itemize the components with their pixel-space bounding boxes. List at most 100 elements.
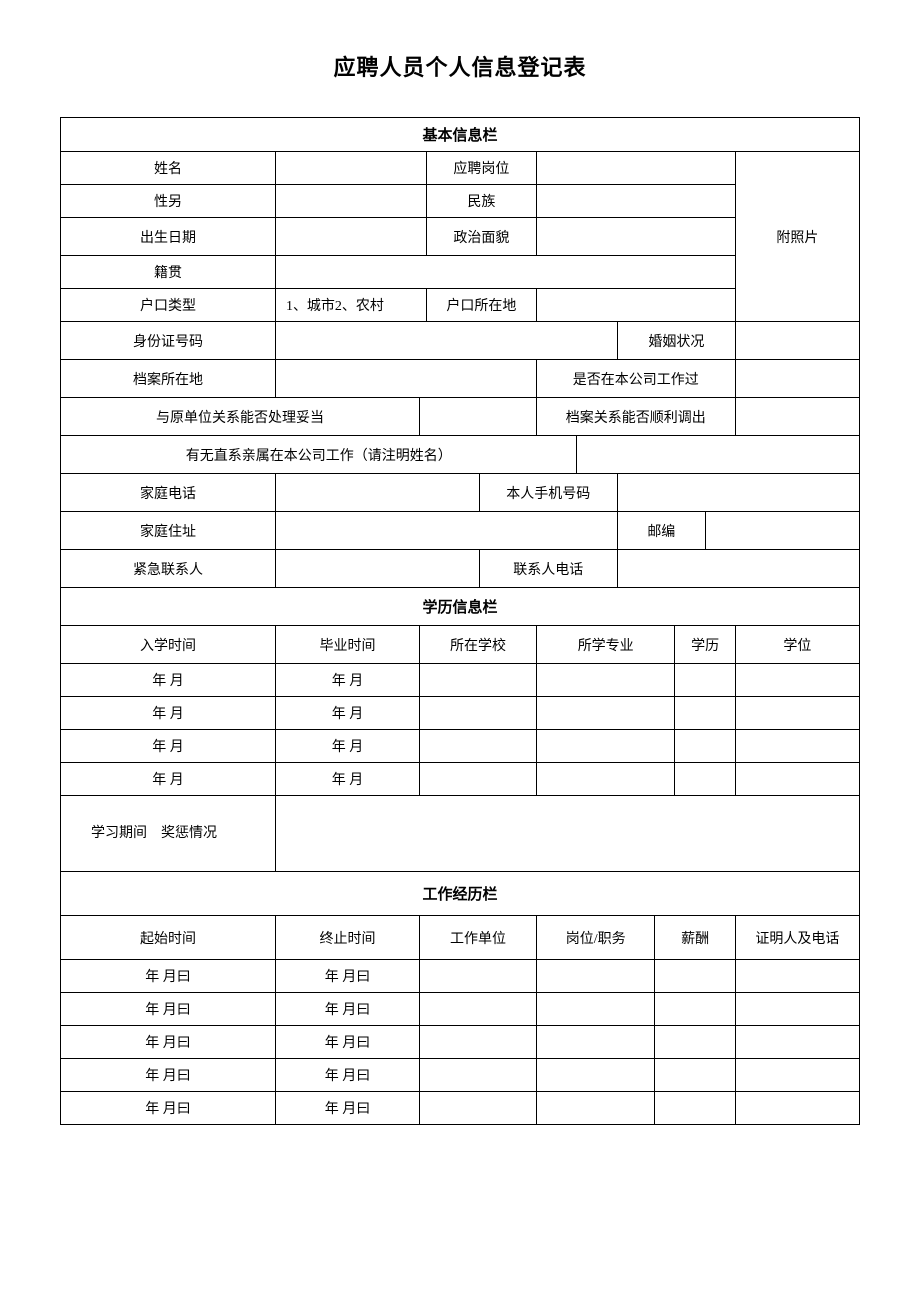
work-row: 年 月曰 年 月曰 <box>61 1059 860 1092</box>
label-emergency: 紧急联系人 <box>61 550 276 588</box>
edu-major <box>536 763 675 796</box>
work-salary <box>655 1026 735 1059</box>
work-reference <box>735 993 859 1026</box>
value-birth <box>275 218 426 256</box>
label-marital: 婚姻状况 <box>618 322 736 360</box>
section-education-header: 学历信息栏 <box>61 588 860 626</box>
work-salary <box>655 960 735 993</box>
work-end: 年 月曰 <box>275 960 419 993</box>
work-end: 年 月曰 <box>275 1059 419 1092</box>
value-gender <box>275 185 426 218</box>
work-start: 年 月曰 <box>61 1026 276 1059</box>
work-unit <box>420 993 537 1026</box>
value-study-rewards <box>275 796 859 872</box>
work-end: 年 月曰 <box>275 993 419 1026</box>
work-row: 年 月曰 年 月曰 <box>61 960 860 993</box>
label-name: 姓名 <box>61 152 276 185</box>
col-school: 所在学校 <box>420 626 537 664</box>
edu-level <box>675 763 735 796</box>
value-emergency <box>275 550 479 588</box>
value-worked-here <box>735 360 859 398</box>
col-reference: 证明人及电话 <box>735 916 859 960</box>
work-salary <box>655 993 735 1026</box>
work-reference <box>735 1092 859 1125</box>
work-unit <box>420 1059 537 1092</box>
value-hukou-options: 1、城市2、农村 <box>275 289 426 322</box>
col-salary: 薪酬 <box>655 916 735 960</box>
label-birth: 出生日期 <box>61 218 276 256</box>
work-start: 年 月曰 <box>61 1059 276 1092</box>
col-edu-level: 学历 <box>675 626 735 664</box>
work-row: 年 月曰 年 月曰 <box>61 993 860 1026</box>
edu-school <box>420 664 537 697</box>
value-home-addr <box>275 512 617 550</box>
value-archive-loc <box>275 360 536 398</box>
col-degree: 学位 <box>735 626 859 664</box>
work-end: 年 月曰 <box>275 1026 419 1059</box>
label-archive-loc: 档案所在地 <box>61 360 276 398</box>
col-end-time: 终止时间 <box>275 916 419 960</box>
edu-degree <box>735 697 859 730</box>
label-politics: 政治面貌 <box>426 218 536 256</box>
work-title <box>536 960 655 993</box>
edu-level <box>675 664 735 697</box>
edu-enroll: 年 月 <box>61 697 276 730</box>
work-title <box>536 1059 655 1092</box>
work-unit <box>420 1026 537 1059</box>
value-native-place <box>275 256 735 289</box>
work-unit <box>420 1092 537 1125</box>
col-job-title: 岗位/职务 <box>536 916 655 960</box>
value-home-phone <box>275 474 479 512</box>
work-salary <box>655 1092 735 1125</box>
page-title: 应聘人员个人信息登记表 <box>60 50 860 82</box>
label-native-place: 籍贯 <box>61 256 276 289</box>
col-work-unit: 工作单位 <box>420 916 537 960</box>
value-ethnicity <box>536 185 735 218</box>
edu-grad: 年 月 <box>275 730 419 763</box>
work-reference <box>735 1026 859 1059</box>
work-row: 年 月曰 年 月曰 <box>61 1092 860 1125</box>
col-grad-time: 毕业时间 <box>275 626 419 664</box>
col-major: 所学专业 <box>536 626 675 664</box>
label-id-number: 身份证号码 <box>61 322 276 360</box>
edu-row: 年 月 年 月 <box>61 730 860 763</box>
work-title <box>536 993 655 1026</box>
label-hukou-loc: 户口所在地 <box>426 289 536 322</box>
section-basic-header: 基本信息栏 <box>61 118 860 152</box>
work-title <box>536 1092 655 1125</box>
edu-major <box>536 730 675 763</box>
edu-school <box>420 730 537 763</box>
value-id-number <box>275 322 617 360</box>
work-start: 年 月曰 <box>61 1092 276 1125</box>
value-relatives <box>577 436 860 474</box>
work-end: 年 月曰 <box>275 1092 419 1125</box>
col-enroll-time: 入学时间 <box>61 626 276 664</box>
edu-enroll: 年 月 <box>61 763 276 796</box>
work-unit <box>420 960 537 993</box>
section-work-header: 工作经历栏 <box>61 872 860 916</box>
label-home-addr: 家庭住址 <box>61 512 276 550</box>
value-postcode <box>705 512 859 550</box>
label-prev-relation: 与原单位关系能否处理妥当 <box>61 398 420 436</box>
work-start: 年 月曰 <box>61 960 276 993</box>
label-hukou-type: 户口类型 <box>61 289 276 322</box>
work-start: 年 月曰 <box>61 993 276 1026</box>
label-relatives: 有无直系亲属在本公司工作（请注明姓名） <box>61 436 577 474</box>
value-politics <box>536 218 735 256</box>
value-prev-relation <box>420 398 537 436</box>
edu-major <box>536 664 675 697</box>
value-archive-transfer <box>735 398 859 436</box>
edu-row: 年 月 年 月 <box>61 664 860 697</box>
value-position <box>536 152 735 185</box>
edu-enroll: 年 月 <box>61 664 276 697</box>
work-reference <box>735 960 859 993</box>
work-title <box>536 1026 655 1059</box>
label-archive-transfer: 档案关系能否顺利调出 <box>536 398 735 436</box>
value-name <box>275 152 426 185</box>
edu-level <box>675 730 735 763</box>
edu-major <box>536 697 675 730</box>
value-contact-phone <box>618 550 860 588</box>
label-worked-here: 是否在本公司工作过 <box>536 360 735 398</box>
work-salary <box>655 1059 735 1092</box>
edu-row: 年 月 年 月 <box>61 763 860 796</box>
